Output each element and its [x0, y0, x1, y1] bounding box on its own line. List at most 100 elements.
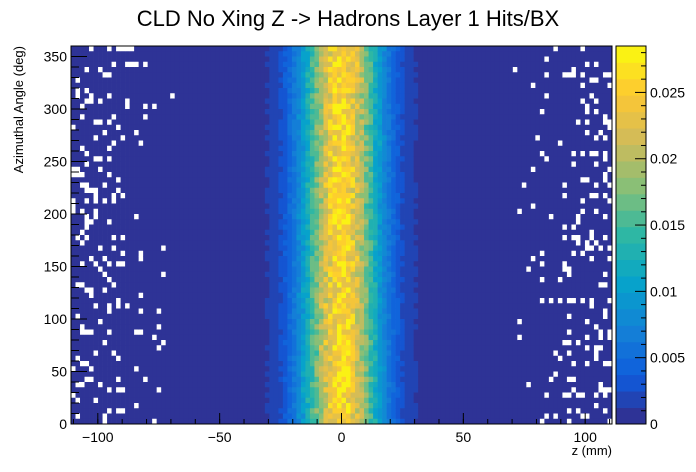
heatmap-cell — [282, 224, 288, 231]
heatmap-cell — [246, 292, 252, 299]
heatmap-cell — [336, 182, 342, 189]
heatmap-cell — [71, 119, 76, 126]
heatmap-cell — [116, 77, 121, 84]
heatmap-cell — [98, 145, 103, 152]
heatmap-cell — [215, 140, 221, 147]
heatmap-cell — [71, 109, 76, 115]
heatmap-cell — [174, 140, 180, 147]
heatmap-cell — [368, 397, 374, 404]
heatmap-cell — [278, 82, 284, 89]
heatmap-cell — [282, 229, 288, 236]
heatmap-cell — [125, 240, 130, 246]
heatmap-cell — [355, 82, 360, 89]
heatmap-cell — [291, 282, 297, 288]
heatmap-cell — [309, 313, 315, 320]
heatmap-cell — [300, 67, 306, 73]
heatmap-cell — [332, 82, 338, 89]
heatmap-cell — [156, 130, 162, 136]
heatmap-cell — [116, 387, 121, 393]
heatmap-cell — [251, 51, 257, 57]
heatmap-cell — [296, 240, 302, 246]
heatmap-cell — [237, 72, 243, 78]
heatmap-cell — [152, 166, 158, 173]
heatmap-cell — [206, 124, 212, 131]
heatmap-cell — [309, 256, 315, 262]
heatmap-cell — [71, 114, 76, 120]
heatmap-cell — [305, 198, 311, 204]
heatmap-cell — [255, 172, 261, 178]
heatmap-cell — [129, 240, 135, 246]
heatmap-cell — [264, 250, 270, 257]
heatmap-cell — [318, 303, 324, 309]
heatmap-cell — [314, 397, 320, 404]
heatmap-cell — [327, 303, 333, 309]
heatmap-cell — [152, 151, 158, 157]
heatmap-cell — [179, 51, 185, 57]
heatmap-cell — [287, 198, 293, 204]
heatmap-cell — [179, 166, 185, 173]
heatmap-cell — [359, 130, 365, 136]
heatmap-cell — [80, 145, 85, 152]
heatmap-cell — [219, 119, 225, 126]
heatmap-cell — [269, 345, 275, 351]
heatmap-cell — [242, 151, 248, 157]
heatmap-cell — [93, 214, 99, 220]
heatmap-cell — [75, 88, 81, 94]
heatmap-cell — [233, 303, 239, 309]
heatmap-cell — [75, 67, 81, 73]
heatmap-cell — [75, 392, 81, 399]
heatmap-cell — [156, 403, 162, 409]
heatmap-cell — [98, 130, 103, 136]
heatmap-cell — [134, 418, 139, 425]
heatmap-cell — [75, 114, 81, 120]
heatmap-cell — [350, 109, 356, 115]
heatmap-cell — [219, 250, 225, 257]
heatmap-cell — [138, 130, 144, 136]
heatmap-cell — [355, 371, 360, 378]
heatmap-cell — [269, 329, 275, 336]
heatmap-cell — [102, 61, 108, 68]
heatmap-cell — [323, 403, 329, 409]
heatmap-cell — [251, 334, 257, 341]
heatmap-cell — [165, 172, 171, 178]
heatmap-cell — [201, 240, 207, 246]
heatmap-cell — [224, 187, 230, 194]
heatmap-cell — [98, 193, 103, 199]
heatmap-cell — [359, 119, 365, 126]
heatmap-cell — [314, 224, 320, 231]
heatmap-cell — [210, 93, 216, 99]
heatmap-cell — [80, 151, 85, 157]
heatmap-cell — [75, 130, 81, 136]
heatmap-cell — [161, 308, 167, 315]
heatmap-cell — [219, 172, 225, 178]
heatmap-cell — [179, 355, 185, 362]
heatmap-cell — [129, 403, 135, 409]
heatmap-cell — [143, 392, 148, 399]
heatmap-cell — [251, 156, 257, 162]
heatmap-cell — [359, 303, 365, 309]
heatmap-cell — [251, 61, 257, 68]
heatmap-cell — [134, 319, 139, 325]
heatmap-cell — [327, 361, 333, 367]
heatmap-cell — [300, 56, 306, 63]
heatmap-cell — [89, 319, 94, 325]
heatmap-cell — [80, 46, 85, 52]
heatmap-cell — [174, 387, 180, 393]
heatmap-cell — [219, 287, 225, 294]
heatmap-cell — [210, 266, 216, 273]
heatmap-cell — [197, 355, 203, 362]
heatmap-cell — [296, 261, 302, 267]
heatmap-cell — [93, 198, 99, 204]
heatmap-cell — [197, 235, 203, 241]
heatmap-cell — [165, 382, 171, 388]
heatmap-cell — [134, 119, 139, 126]
heatmap-cell — [300, 208, 306, 215]
heatmap-cell — [336, 77, 342, 84]
heatmap-cell — [170, 51, 176, 57]
heatmap-cell — [129, 355, 135, 362]
heatmap-cell — [161, 72, 167, 78]
heatmap-cell — [237, 151, 243, 157]
heatmap-cell — [332, 387, 338, 393]
heatmap-cell — [228, 250, 234, 257]
heatmap-cell — [183, 156, 189, 162]
